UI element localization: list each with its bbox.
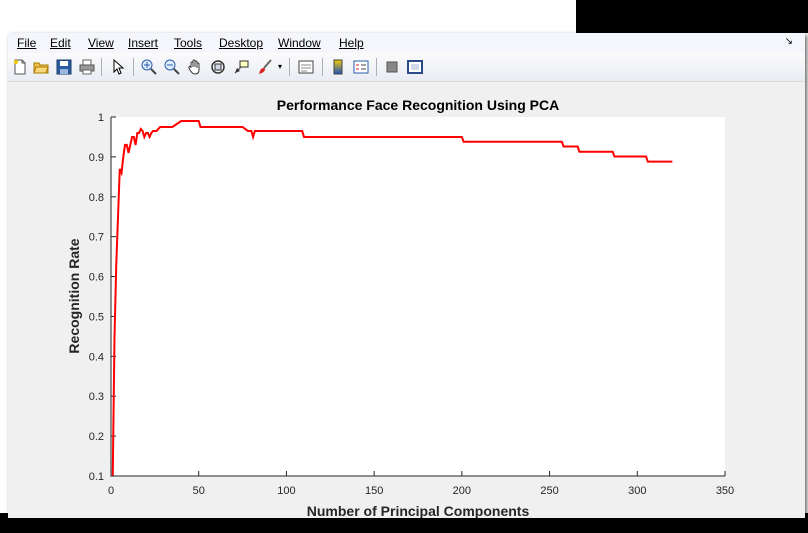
menu-edit[interactable]: Edit — [50, 36, 71, 50]
toolbar: ▾ — [8, 53, 805, 82]
save-icon[interactable] — [56, 59, 72, 75]
new-figure-icon[interactable] — [12, 59, 28, 75]
menu-bar: File Edit View Insert Tools Desktop Wind… — [8, 33, 805, 53]
chart-title: Performance Face Recognition Using PCA — [277, 97, 559, 113]
y-tick-label: 0.3 — [89, 391, 104, 403]
toolbar-separator — [376, 58, 377, 76]
zoom-out-icon[interactable] — [164, 59, 180, 75]
menu-file[interactable]: File — [17, 36, 37, 50]
x-tick-label: 150 — [365, 485, 383, 497]
menu-window[interactable]: Window — [278, 36, 321, 50]
show-plot-tools-icon[interactable] — [407, 59, 423, 75]
menu-desktop[interactable]: Desktop — [219, 36, 264, 50]
figure-window: File Edit View Insert Tools Desktop Wind… — [8, 33, 805, 519]
rotate-3d-icon[interactable] — [210, 59, 226, 75]
black-strip-bottom — [0, 513, 808, 533]
hide-plot-tools-icon[interactable] — [384, 59, 400, 75]
menu-view[interactable]: View — [88, 36, 114, 50]
y-axis-label: Recognition Rate — [66, 238, 82, 353]
x-tick-label: 200 — [453, 485, 471, 497]
menu-insert[interactable]: Insert — [128, 36, 159, 50]
y-tick-label: 1 — [98, 112, 104, 124]
print-icon[interactable] — [79, 59, 95, 75]
link-plot-icon[interactable] — [298, 59, 314, 75]
x-tick-label: 50 — [193, 485, 205, 497]
y-tick-label: 0.6 — [89, 272, 104, 284]
brush-dropdown-icon[interactable]: ▾ — [277, 62, 282, 71]
pan-hand-icon[interactable] — [187, 59, 203, 75]
axes-frame — [110, 117, 725, 477]
y-tick-label: 0.5 — [89, 311, 104, 323]
menu-tools[interactable]: Tools — [174, 36, 203, 50]
brush-icon[interactable] — [257, 59, 273, 75]
x-tick-label: 300 — [628, 485, 646, 497]
dock-arrow-icon[interactable]: ↘ — [784, 36, 793, 47]
select-arrow-icon[interactable] — [110, 59, 126, 75]
x-tick-label: 0 — [108, 485, 114, 497]
legend-icon[interactable] — [353, 59, 369, 75]
y-tick-label: 0.1 — [89, 471, 104, 483]
toolbar-separator — [289, 58, 290, 76]
x-axis-label: Number of Principal Components — [307, 503, 530, 518]
y-tick-label: 0.2 — [89, 431, 104, 443]
colorbar-icon[interactable] — [330, 59, 346, 75]
zoom-in-icon[interactable] — [141, 59, 157, 75]
x-tick-label: 350 — [716, 485, 734, 497]
chart[interactable]: 0.1 0.2 0.3 0.4 0.5 0.6 0.7 0.8 0.9 1 0 50 100 150 20… — [8, 82, 805, 519]
x-tick-label: 250 — [540, 485, 558, 497]
toolbar-separator — [101, 58, 102, 76]
toolbar-separator — [322, 58, 323, 76]
y-tick-label: 0.7 — [89, 232, 104, 244]
open-file-icon[interactable] — [33, 59, 49, 75]
menu-help[interactable]: Help — [339, 36, 364, 50]
y-tick-label: 0.4 — [89, 351, 104, 363]
data-cursor-icon[interactable] — [233, 59, 249, 75]
y-tick-label: 0.8 — [89, 192, 104, 204]
black-corner-top-right — [576, 0, 808, 33]
figure-area: 0.1 0.2 0.3 0.4 0.5 0.6 0.7 0.8 0.9 1 0 50 100 150 20… — [8, 82, 805, 519]
y-tick-label: 0.9 — [89, 152, 104, 164]
x-tick-label: 100 — [277, 485, 295, 497]
series-line — [111, 119, 673, 477]
toolbar-separator — [133, 58, 134, 76]
plot-area — [111, 117, 725, 476]
